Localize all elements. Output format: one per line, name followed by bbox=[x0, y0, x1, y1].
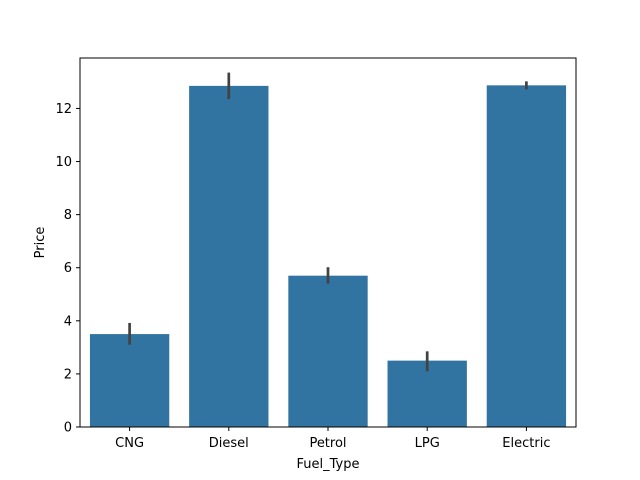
errorbars-group bbox=[128, 72, 528, 372]
y-tick-label: 8 bbox=[64, 208, 72, 223]
y-tick-label: 4 bbox=[64, 314, 72, 329]
y-tick-label: 6 bbox=[64, 261, 72, 276]
y-tick-label: 12 bbox=[55, 102, 72, 117]
x-tick-label-lpg: LPG bbox=[415, 436, 440, 451]
y-axis: 0 2 4 6 8 10 12 bbox=[55, 102, 80, 436]
y-tick-label: 0 bbox=[64, 421, 72, 436]
x-tick-label-cng: CNG bbox=[115, 436, 144, 451]
bar-cng bbox=[89, 334, 170, 427]
bar-electric bbox=[486, 85, 567, 427]
y-axis-label: Price bbox=[33, 227, 48, 259]
y-tick-label: 2 bbox=[64, 367, 72, 382]
y-tick-label: 10 bbox=[55, 155, 72, 170]
x-axis-label: Fuel_Type bbox=[297, 457, 360, 472]
bar-petrol bbox=[288, 275, 368, 427]
x-tick-label-petrol: Petrol bbox=[309, 436, 346, 451]
x-tick-label-electric: Electric bbox=[502, 436, 550, 451]
bar-lpg bbox=[387, 360, 467, 427]
x-axis: CNG Diesel Petrol LPG Electric bbox=[115, 427, 550, 451]
bar-diesel bbox=[189, 85, 269, 428]
x-tick-label-diesel: Diesel bbox=[209, 436, 249, 451]
bars-group bbox=[89, 85, 567, 428]
